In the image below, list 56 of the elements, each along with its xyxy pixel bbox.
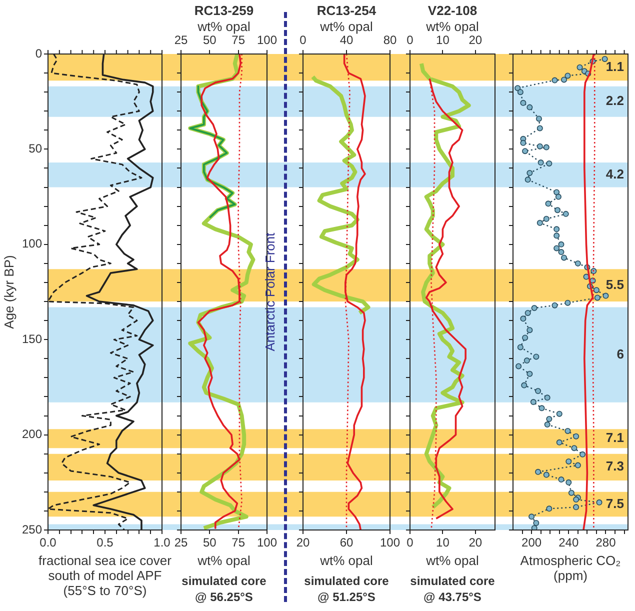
x2-tick-label: 50 xyxy=(202,33,217,48)
band-label: 7.5 xyxy=(606,496,624,511)
x-tick-label: 50 xyxy=(202,536,217,550)
x-tick-label: 200 xyxy=(522,536,542,550)
x-axis-title: wt% opal xyxy=(320,553,373,568)
x-tick-label: 20 xyxy=(468,536,482,550)
x-tick-label: 0.5 xyxy=(96,536,114,550)
x-tick-label: 0 xyxy=(406,536,414,550)
x2-tick-label: 75 xyxy=(232,33,246,48)
x-tick-label: 240 xyxy=(558,536,579,550)
chart-title: RC13-259 xyxy=(194,3,254,18)
x-tick-label: 100 xyxy=(380,536,400,550)
y-axis-title: Age (kyr BP) xyxy=(1,255,16,329)
chart-title: V22-108 xyxy=(428,3,478,18)
band-label: 6 xyxy=(616,346,624,362)
x-axis-title: fractional sea ice cover south of model APF (55°S to 70°S) xyxy=(38,553,172,598)
x-tick-label: 280 xyxy=(596,536,616,550)
x-tick-label: 100 xyxy=(256,536,278,550)
band-label: 5.5 xyxy=(606,276,624,292)
x2-tick-label: 20 xyxy=(468,33,482,48)
band-label: 4.2 xyxy=(606,166,624,182)
x2-tick-label: 80 xyxy=(383,33,397,48)
x-tick-label: 0.0 xyxy=(40,536,57,550)
x-tick-label: 20 xyxy=(296,536,310,550)
text: simulated core @ 43.75°S xyxy=(410,573,495,605)
chart-title: RC13-254 xyxy=(316,3,376,18)
x2-axis-title: wt% opal xyxy=(198,19,250,34)
x2-tick-label: 0 xyxy=(406,33,414,48)
x2-axis-title: wt% opal xyxy=(426,19,479,34)
y-tick-label: 150 xyxy=(22,332,42,346)
text: simulated core @ 51.25°S xyxy=(304,573,389,605)
annotation: Antarctic Polar Front xyxy=(262,232,278,352)
x2-tick-label: 100 xyxy=(256,33,278,48)
y-tick-label: 200 xyxy=(22,427,42,442)
x-axis-title: wt% opal xyxy=(426,553,479,568)
y-tick-label: 50 xyxy=(28,142,42,156)
x-tick-label: 25 xyxy=(174,536,188,550)
band-label: 2.2 xyxy=(606,93,624,108)
x2-axis-title: wt% opal xyxy=(320,19,373,34)
x-axis-title: wt% opal xyxy=(198,553,250,568)
x-tick-label: 75 xyxy=(232,536,246,550)
x2-tick-label: 0 xyxy=(300,33,307,48)
band-label: 1.1 xyxy=(606,58,624,74)
x2-tick-label: 40 xyxy=(340,33,354,48)
x-tick-label: 1.0 xyxy=(154,536,171,550)
band-label: 7.1 xyxy=(606,430,624,446)
x2-tick-label: 10 xyxy=(436,33,450,48)
x-tick-label: 60 xyxy=(340,536,354,550)
x-tick-label: 10 xyxy=(436,536,450,550)
text: simulated core @ 56.25°S xyxy=(182,573,266,605)
band-label: 7.3 xyxy=(606,458,624,474)
y-tick-label: 0 xyxy=(35,46,42,60)
y-tick-label: 100 xyxy=(22,236,42,251)
x-axis-title: Atmospheric CO₂ (ppm) xyxy=(520,553,621,583)
x2-tick-label: 25 xyxy=(174,33,188,48)
y-tick-label: 250 xyxy=(22,522,42,536)
